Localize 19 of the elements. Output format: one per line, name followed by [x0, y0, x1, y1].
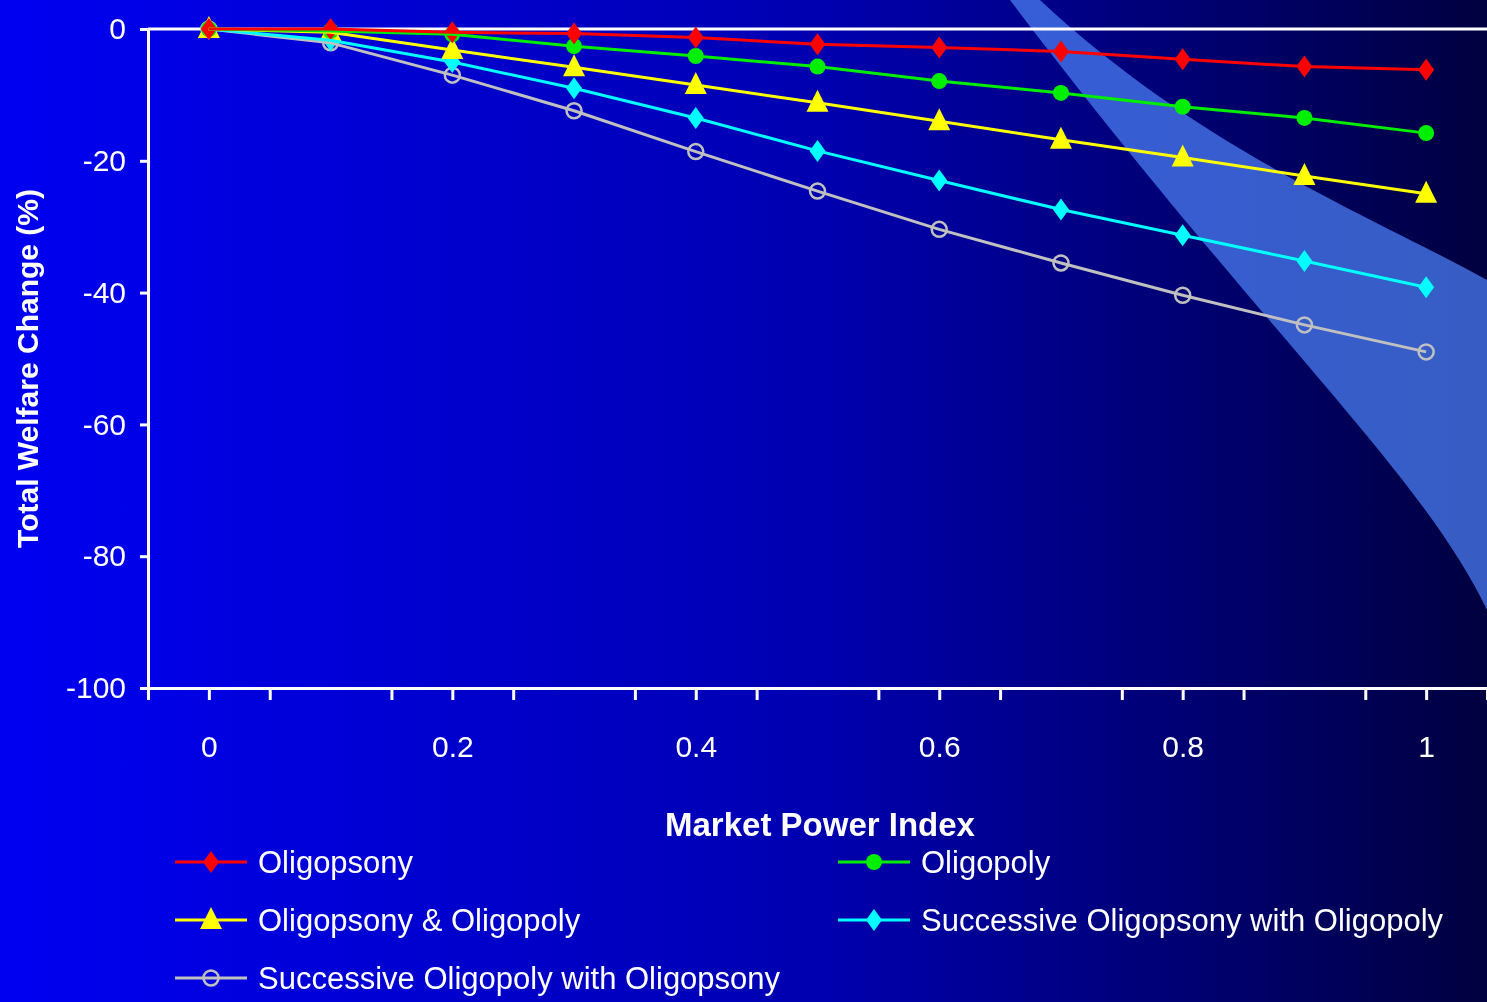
y-tick-label: -80 — [82, 539, 126, 573]
y-tick-label: -100 — [65, 671, 126, 705]
legend-label: Oligopsony — [258, 845, 414, 880]
y-tick-label: -20 — [82, 143, 126, 177]
x-tick-label: 0.6 — [918, 730, 961, 764]
legend-label: Oligopsony & Oligopoly — [258, 903, 581, 938]
x-tick-label: 0 — [201, 730, 218, 764]
y-tick-label: 0 — [109, 12, 126, 46]
x-tick-label: 0.8 — [1162, 730, 1205, 764]
y-axis-title: Total Welfare Change (%) — [11, 189, 44, 548]
y-tick-label: -60 — [82, 407, 126, 441]
x-tick-label: 0.4 — [675, 730, 718, 764]
y-tick-label: -40 — [82, 275, 126, 309]
x-tick-label: 1 — [1418, 730, 1435, 764]
x-axis-title: Market Power Index — [665, 806, 976, 843]
x-tick-label: 0.2 — [431, 730, 474, 764]
legend-label: Oligopoly — [921, 845, 1051, 880]
legend-label: Successive Oligopoly with Oligopsony — [258, 961, 781, 996]
legend-label: Successive Oligopsony with Oligopoly — [921, 903, 1444, 938]
